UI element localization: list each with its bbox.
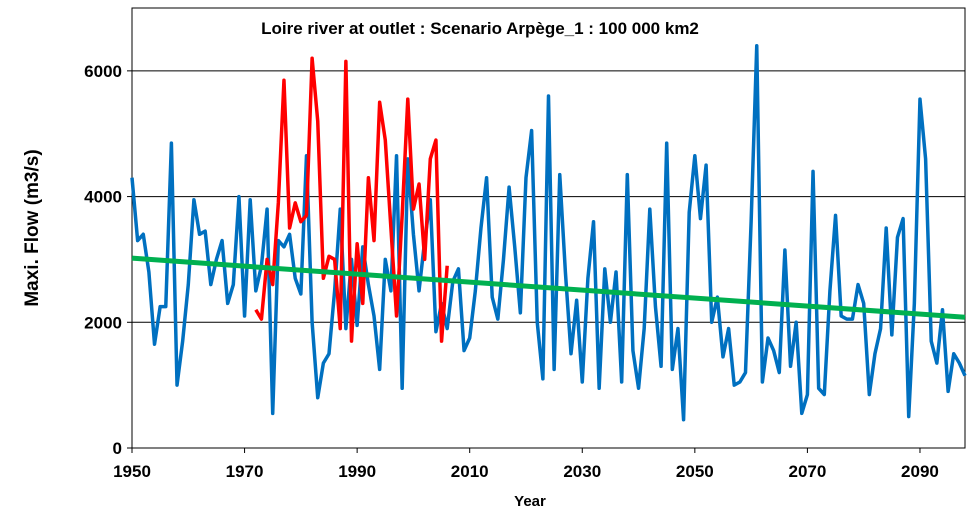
x-tick-label: 2010 <box>451 462 489 481</box>
series-line <box>254 56 449 343</box>
x-tick-label: 1970 <box>226 462 264 481</box>
y-tick-label: 2000 <box>84 313 122 332</box>
y-tick-label: 0 <box>113 439 122 458</box>
x-axis-title: Year <box>514 493 546 510</box>
x-tick-label: 1950 <box>113 462 151 481</box>
y-tick-label: 6000 <box>84 62 122 81</box>
x-tick-label: 2030 <box>563 462 601 481</box>
x-tick-label: 1990 <box>338 462 376 481</box>
series-line <box>130 43 967 422</box>
series-line <box>131 255 966 320</box>
chart-title: Loire river at outlet : Scenario Arpège_… <box>261 19 699 38</box>
x-tick-label: 2070 <box>788 462 826 481</box>
y-tick-label: 4000 <box>84 188 122 207</box>
x-tick-label: 2090 <box>901 462 939 481</box>
y-axis-title: Maxi. Flow (m3/s) <box>22 149 43 306</box>
x-tick-label: 2050 <box>676 462 714 481</box>
plot-frame <box>131 7 966 449</box>
